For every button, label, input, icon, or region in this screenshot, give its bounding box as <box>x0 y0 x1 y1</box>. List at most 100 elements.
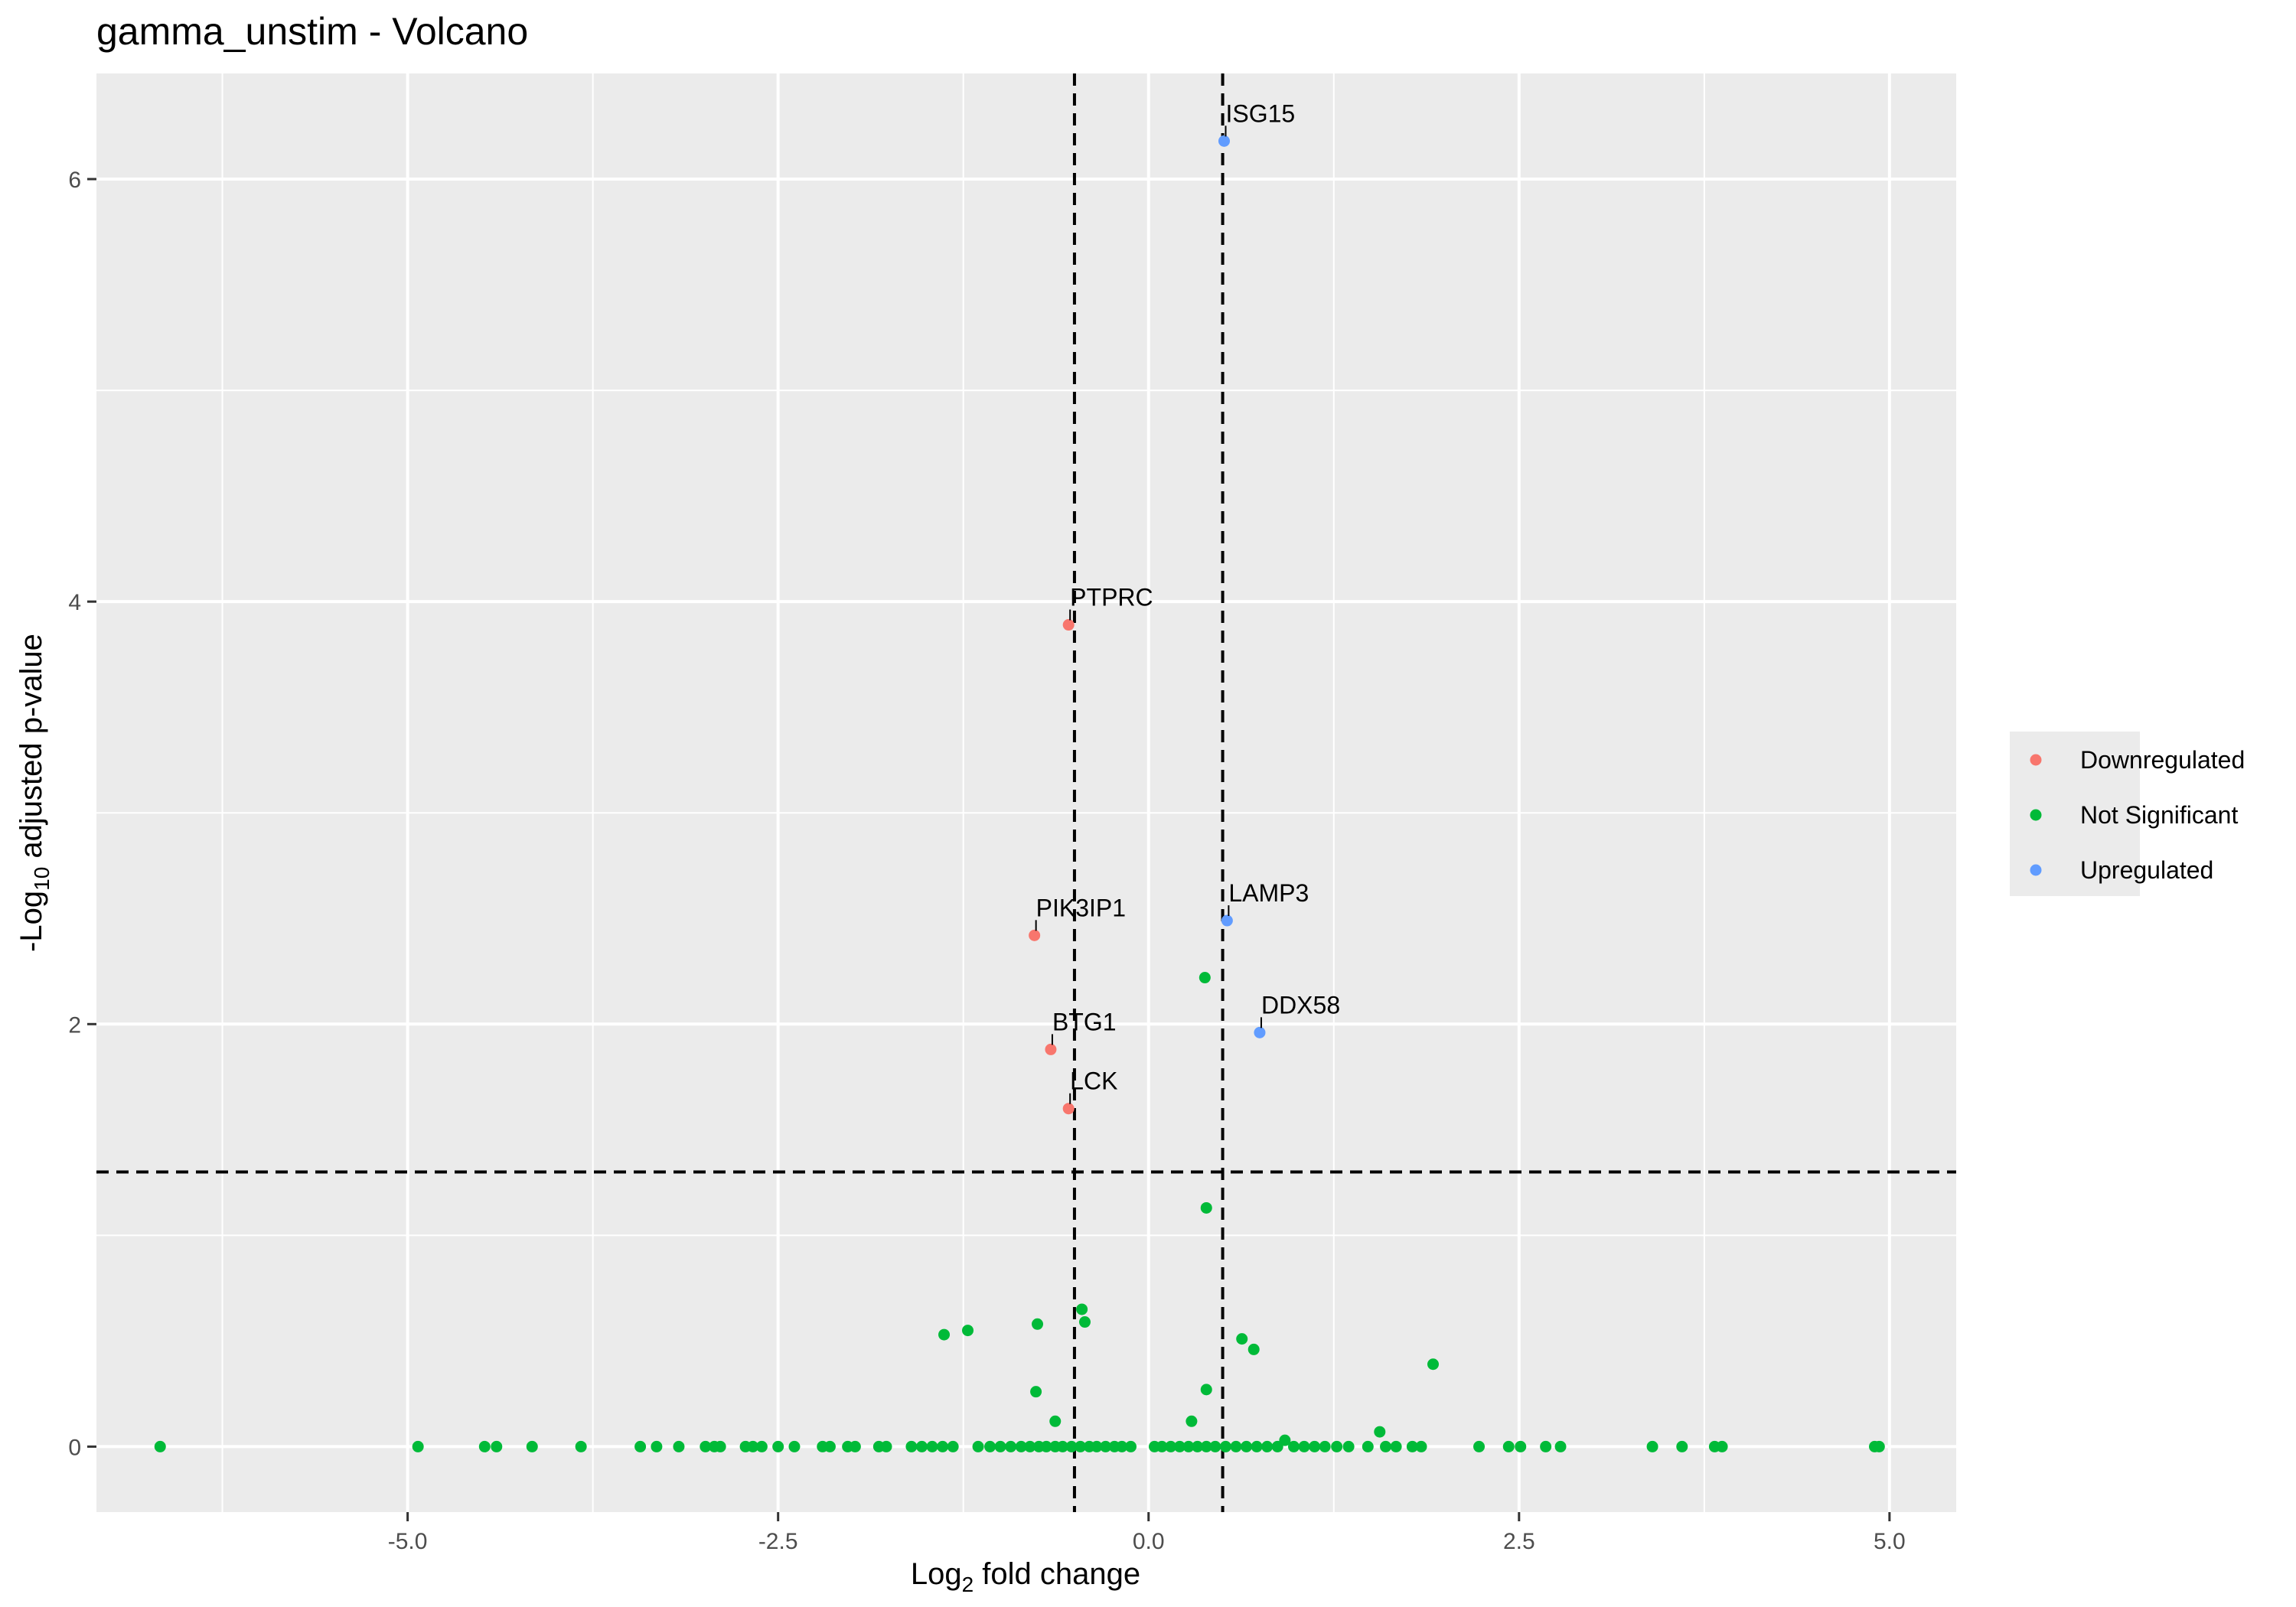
legend-label: Downregulated <box>2080 746 2245 774</box>
data-point <box>1309 1440 1321 1452</box>
data-point <box>491 1440 503 1452</box>
gene-label: LAMP3 <box>1228 879 1309 907</box>
data-point <box>788 1440 801 1452</box>
data-point <box>880 1440 892 1452</box>
data-point <box>772 1440 784 1452</box>
data-point <box>1241 1440 1253 1452</box>
data-point <box>1062 1103 1075 1115</box>
data-point <box>526 1440 538 1452</box>
data-point <box>1219 1440 1231 1452</box>
data-point <box>1186 1415 1198 1427</box>
data-point <box>1030 1386 1042 1398</box>
data-point <box>1032 1318 1044 1330</box>
data-point <box>947 1440 959 1452</box>
data-point <box>1200 1440 1212 1452</box>
data-point <box>1554 1440 1567 1452</box>
plot-panel <box>96 73 1956 1512</box>
data-point <box>1015 1440 1027 1452</box>
y-axis: 0 2 4 6 <box>68 168 96 1460</box>
y-tick-label: 2 <box>68 1012 81 1038</box>
x-tick-label: 0.0 <box>1133 1529 1165 1554</box>
gene-label: LCK <box>1070 1068 1117 1095</box>
data-point <box>755 1440 768 1452</box>
data-point <box>1236 1333 1248 1345</box>
data-point <box>154 1440 166 1452</box>
data-point <box>1056 1440 1068 1452</box>
data-point <box>1716 1440 1728 1452</box>
data-point <box>1062 619 1075 631</box>
data-point <box>1374 1426 1386 1438</box>
data-point <box>1091 1440 1103 1452</box>
data-point <box>651 1440 663 1452</box>
legend-key <box>2030 754 2042 766</box>
data-point <box>905 1440 918 1452</box>
legend-key <box>2030 809 2042 821</box>
data-point <box>1173 1440 1186 1452</box>
data-point <box>1078 1316 1091 1328</box>
data-point <box>1065 1440 1078 1452</box>
data-point <box>1221 914 1233 927</box>
y-tick-label: 6 <box>68 168 81 193</box>
data-point <box>937 1440 949 1452</box>
x-tick-label: -2.5 <box>758 1529 798 1554</box>
threshold-lines <box>96 73 1956 1512</box>
data-point <box>1254 1026 1266 1038</box>
y-tick-label: 4 <box>68 590 81 615</box>
data-points <box>154 135 1885 1452</box>
data-point <box>1873 1440 1885 1452</box>
data-point <box>1247 1343 1260 1355</box>
data-point <box>1125 1440 1137 1452</box>
data-point <box>1415 1440 1427 1452</box>
data-point <box>962 1325 974 1337</box>
data-point <box>938 1328 951 1341</box>
chart-title: gamma_unstim - Volcano <box>96 10 528 53</box>
data-point <box>1271 1440 1283 1452</box>
gene-label: PTPRC <box>1070 584 1153 611</box>
point-labels: PTPRC PIK3IP1 BTG1 LCK ISG15 LAMP3 DDX58 <box>1035 99 1340 1104</box>
y-axis-title: -Log10 adjusted p-value <box>15 634 54 952</box>
data-point <box>926 1440 938 1452</box>
data-point <box>1502 1440 1515 1452</box>
data-point <box>1298 1440 1310 1452</box>
data-point <box>1319 1440 1331 1452</box>
legend-label: Not Significant <box>2080 801 2238 829</box>
data-point <box>972 1440 984 1452</box>
data-point <box>634 1440 647 1452</box>
data-point <box>823 1440 836 1452</box>
legend-label: Upregulated <box>2080 856 2213 884</box>
data-point <box>1676 1440 1688 1452</box>
data-point <box>1362 1440 1374 1452</box>
x-tick-label: -5.0 <box>388 1529 428 1554</box>
data-point <box>1199 972 1211 984</box>
gene-label: DDX58 <box>1261 991 1340 1019</box>
x-tick-label: 5.0 <box>1874 1529 1906 1554</box>
data-point <box>747 1440 759 1452</box>
data-point <box>1005 1440 1017 1452</box>
data-point <box>1209 1440 1221 1452</box>
x-tick-label: 2.5 <box>1503 1529 1535 1554</box>
data-point <box>1230 1440 1242 1452</box>
data-point <box>1342 1440 1355 1452</box>
data-point <box>1024 1440 1036 1452</box>
y-tick-label: 0 <box>68 1435 81 1460</box>
data-point <box>1427 1358 1440 1371</box>
data-point <box>1029 929 1041 941</box>
data-point <box>1200 1201 1212 1214</box>
data-point <box>1251 1440 1263 1452</box>
gene-label: ISG15 <box>1225 99 1295 127</box>
data-point <box>1331 1440 1343 1452</box>
data-point <box>984 1440 996 1452</box>
data-point <box>1390 1440 1402 1452</box>
data-point <box>1406 1440 1418 1452</box>
data-point <box>673 1440 685 1452</box>
data-point <box>700 1440 712 1452</box>
data-point <box>1040 1440 1052 1452</box>
legend-key <box>2030 864 2042 876</box>
data-point <box>714 1440 726 1452</box>
data-point <box>994 1440 1006 1452</box>
data-point <box>1261 1440 1274 1452</box>
legend: Downregulated Not Significant Upregulated <box>2010 732 2245 896</box>
data-point <box>1182 1440 1195 1452</box>
data-point <box>1646 1440 1658 1452</box>
